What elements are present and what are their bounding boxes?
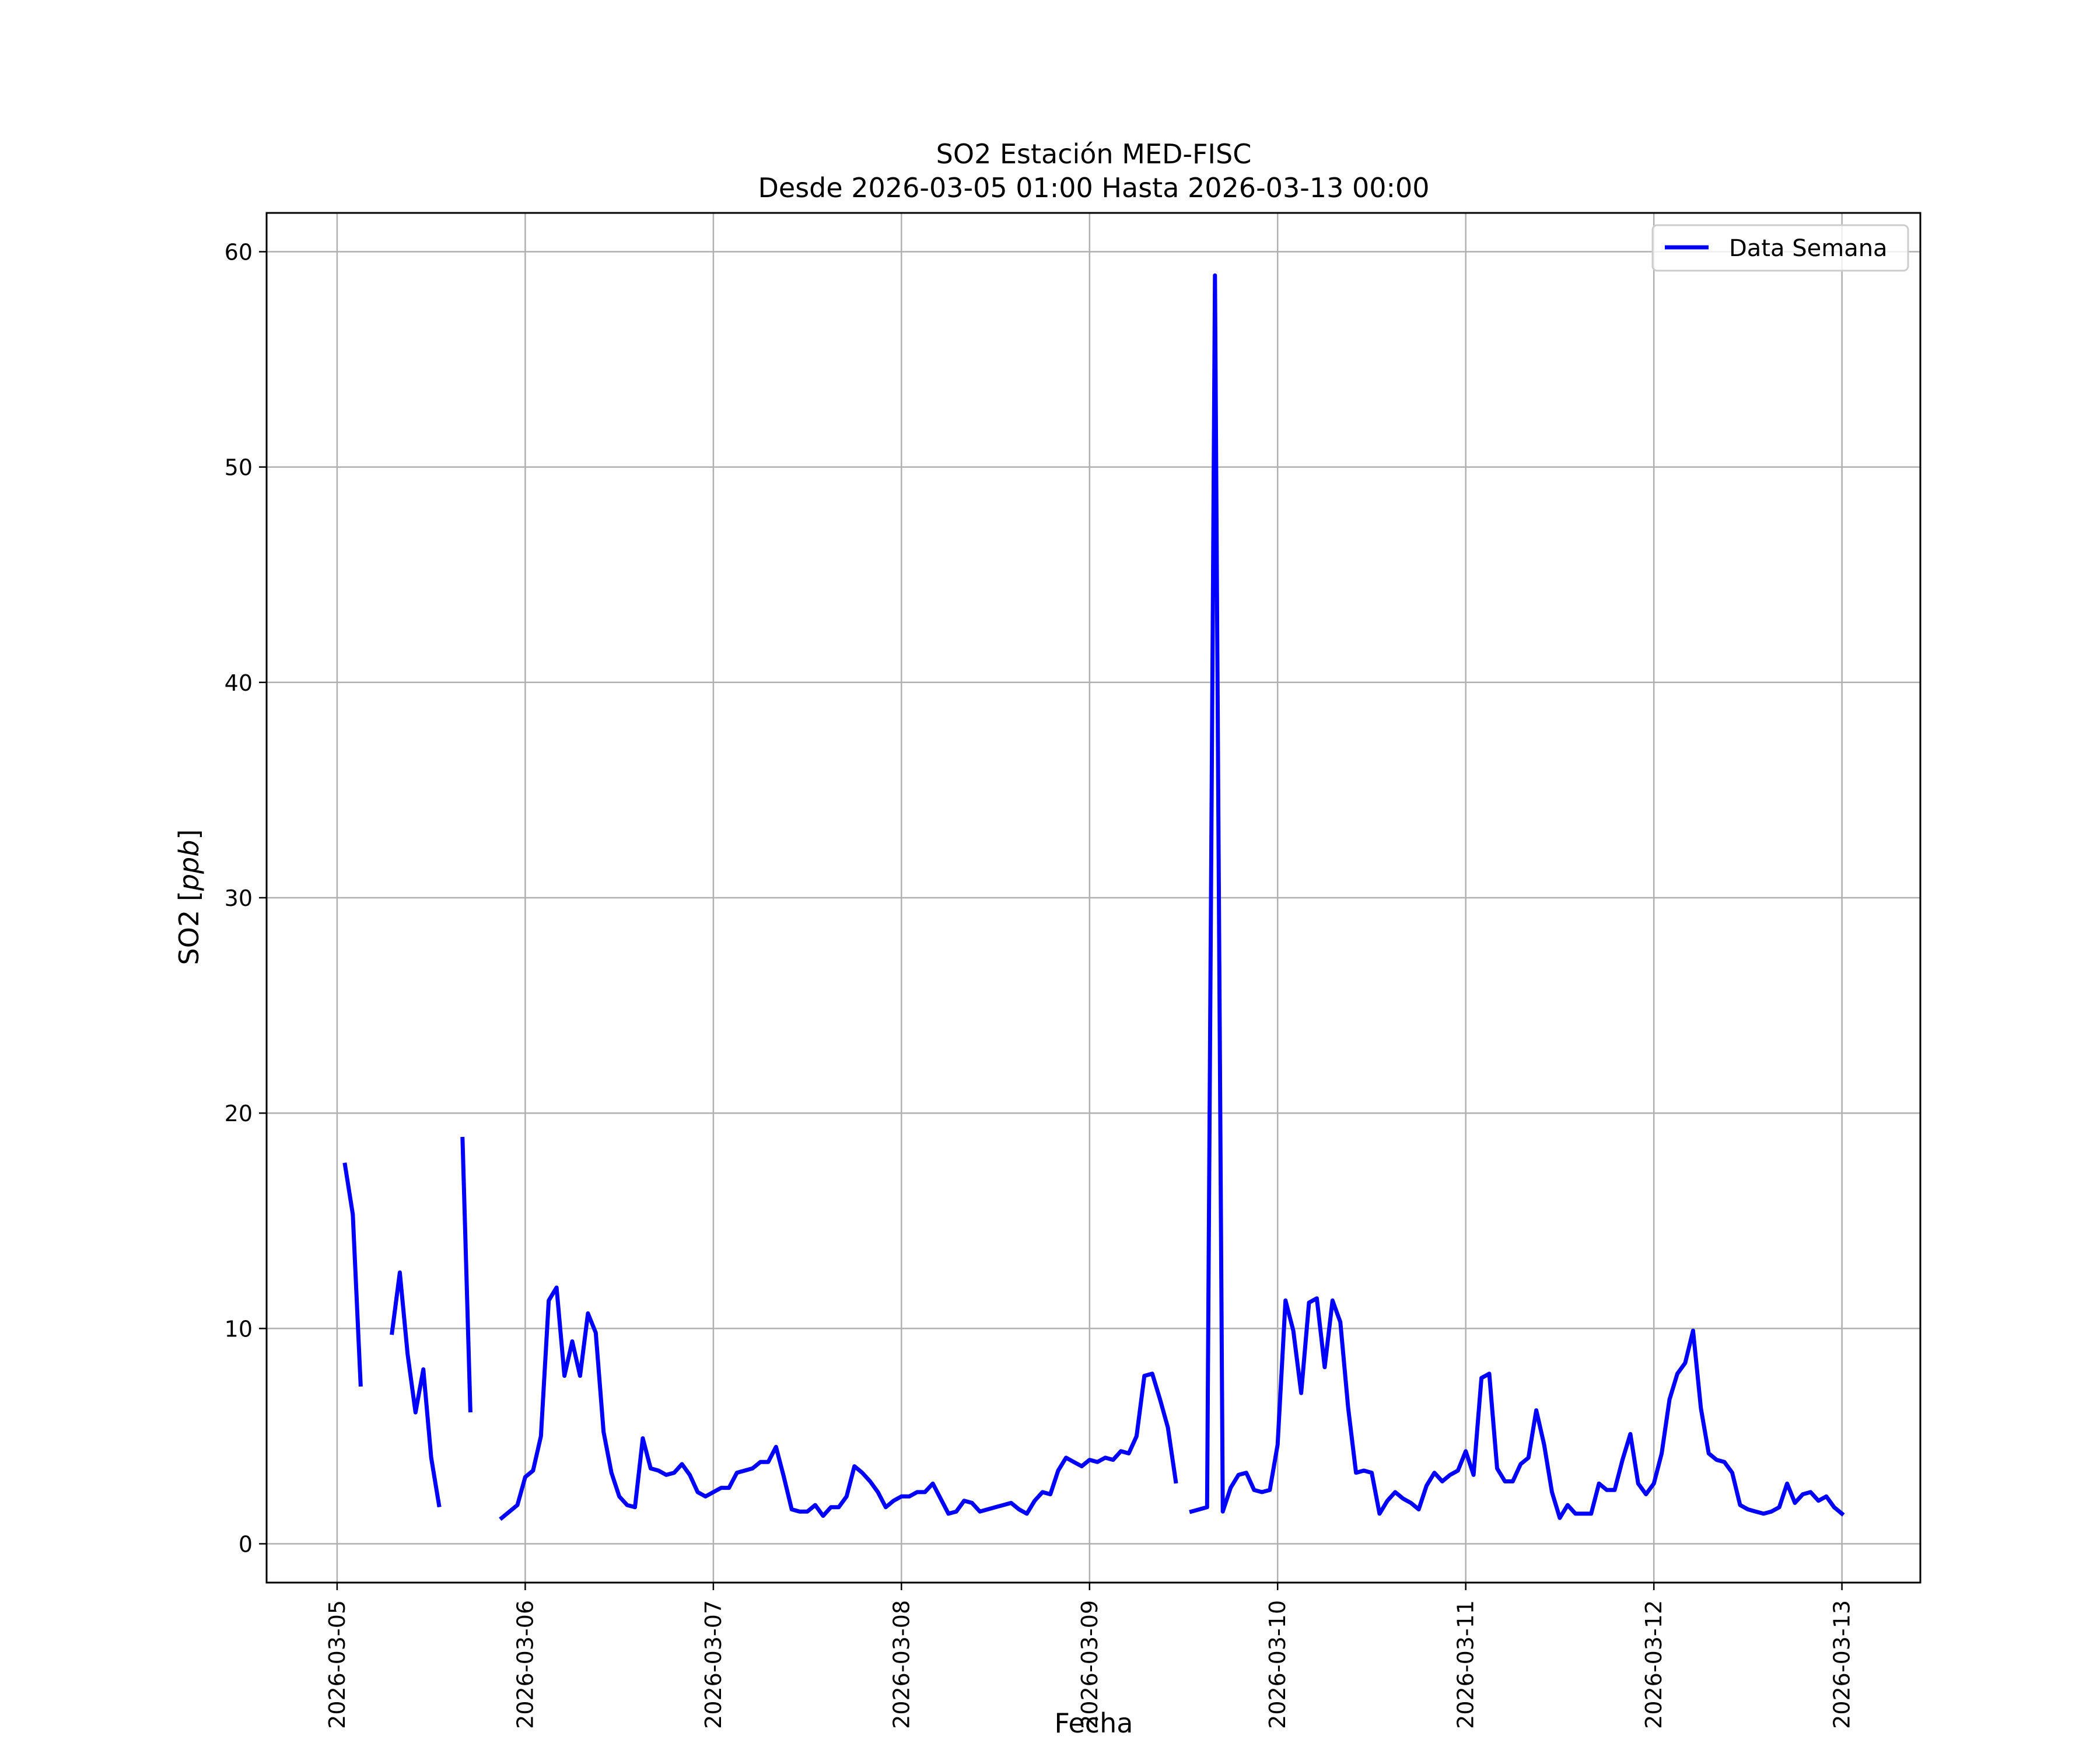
y-tick-label: 50 [225,455,253,481]
x-tick-label: 2026-03-12 [1641,1600,1667,1729]
series-layer [342,273,1845,1521]
x-tick-label: 2026-03-11 [1453,1600,1479,1729]
y-tick-label: 20 [225,1101,253,1126]
x-tick-label: 2026-03-09 [1077,1600,1102,1729]
y-axis-label-text: SO2 [ [173,891,205,965]
y-axis-label: SO2 [ppb] [173,830,205,965]
y-tick-label: 30 [225,886,253,911]
series-line-segment [499,1285,1178,1521]
x-tick-label: 2026-03-10 [1265,1600,1290,1729]
y-axis-ticks: 0 10 20 30 40 50 60 [225,240,267,1558]
chart-title: SO2 Estación MED-FISC [936,138,1252,170]
x-tick-label: 2026-03-07 [701,1600,726,1729]
x-tick-label: 2026-03-13 [1829,1600,1855,1729]
series-line-segment [342,1162,363,1387]
y-tick-label: 60 [225,240,253,265]
legend: Data Semana [1651,224,1909,272]
series-line-segment [390,1270,442,1508]
y-axis-label-unit: ppb [173,840,205,892]
y-tick-label: 40 [225,670,253,696]
series-line-segment [460,1136,473,1413]
x-tick-label: 2026-03-08 [888,1600,914,1729]
legend-label: Data Semana [1729,235,1888,262]
x-tick-label: 2026-03-05 [324,1600,350,1729]
grid [267,213,1920,1583]
series-line-segment [1189,273,1845,1520]
y-axis-label-close: ] [173,830,205,840]
x-tick-label: 2026-03-06 [512,1600,538,1729]
chart-subtitle: Desde 2026-03-05 01:00 Hasta 2026-03-13 … [758,172,1429,204]
y-tick-label: 10 [225,1316,253,1342]
x-axis-label: Fecha [1055,1707,1133,1739]
y-tick-label: 0 [239,1532,253,1558]
legend-box [1651,224,1909,272]
x-axis-ticks: 2026-03-05 2026-03-06 2026-03-07 2026-03-08… [324,1583,1855,1729]
